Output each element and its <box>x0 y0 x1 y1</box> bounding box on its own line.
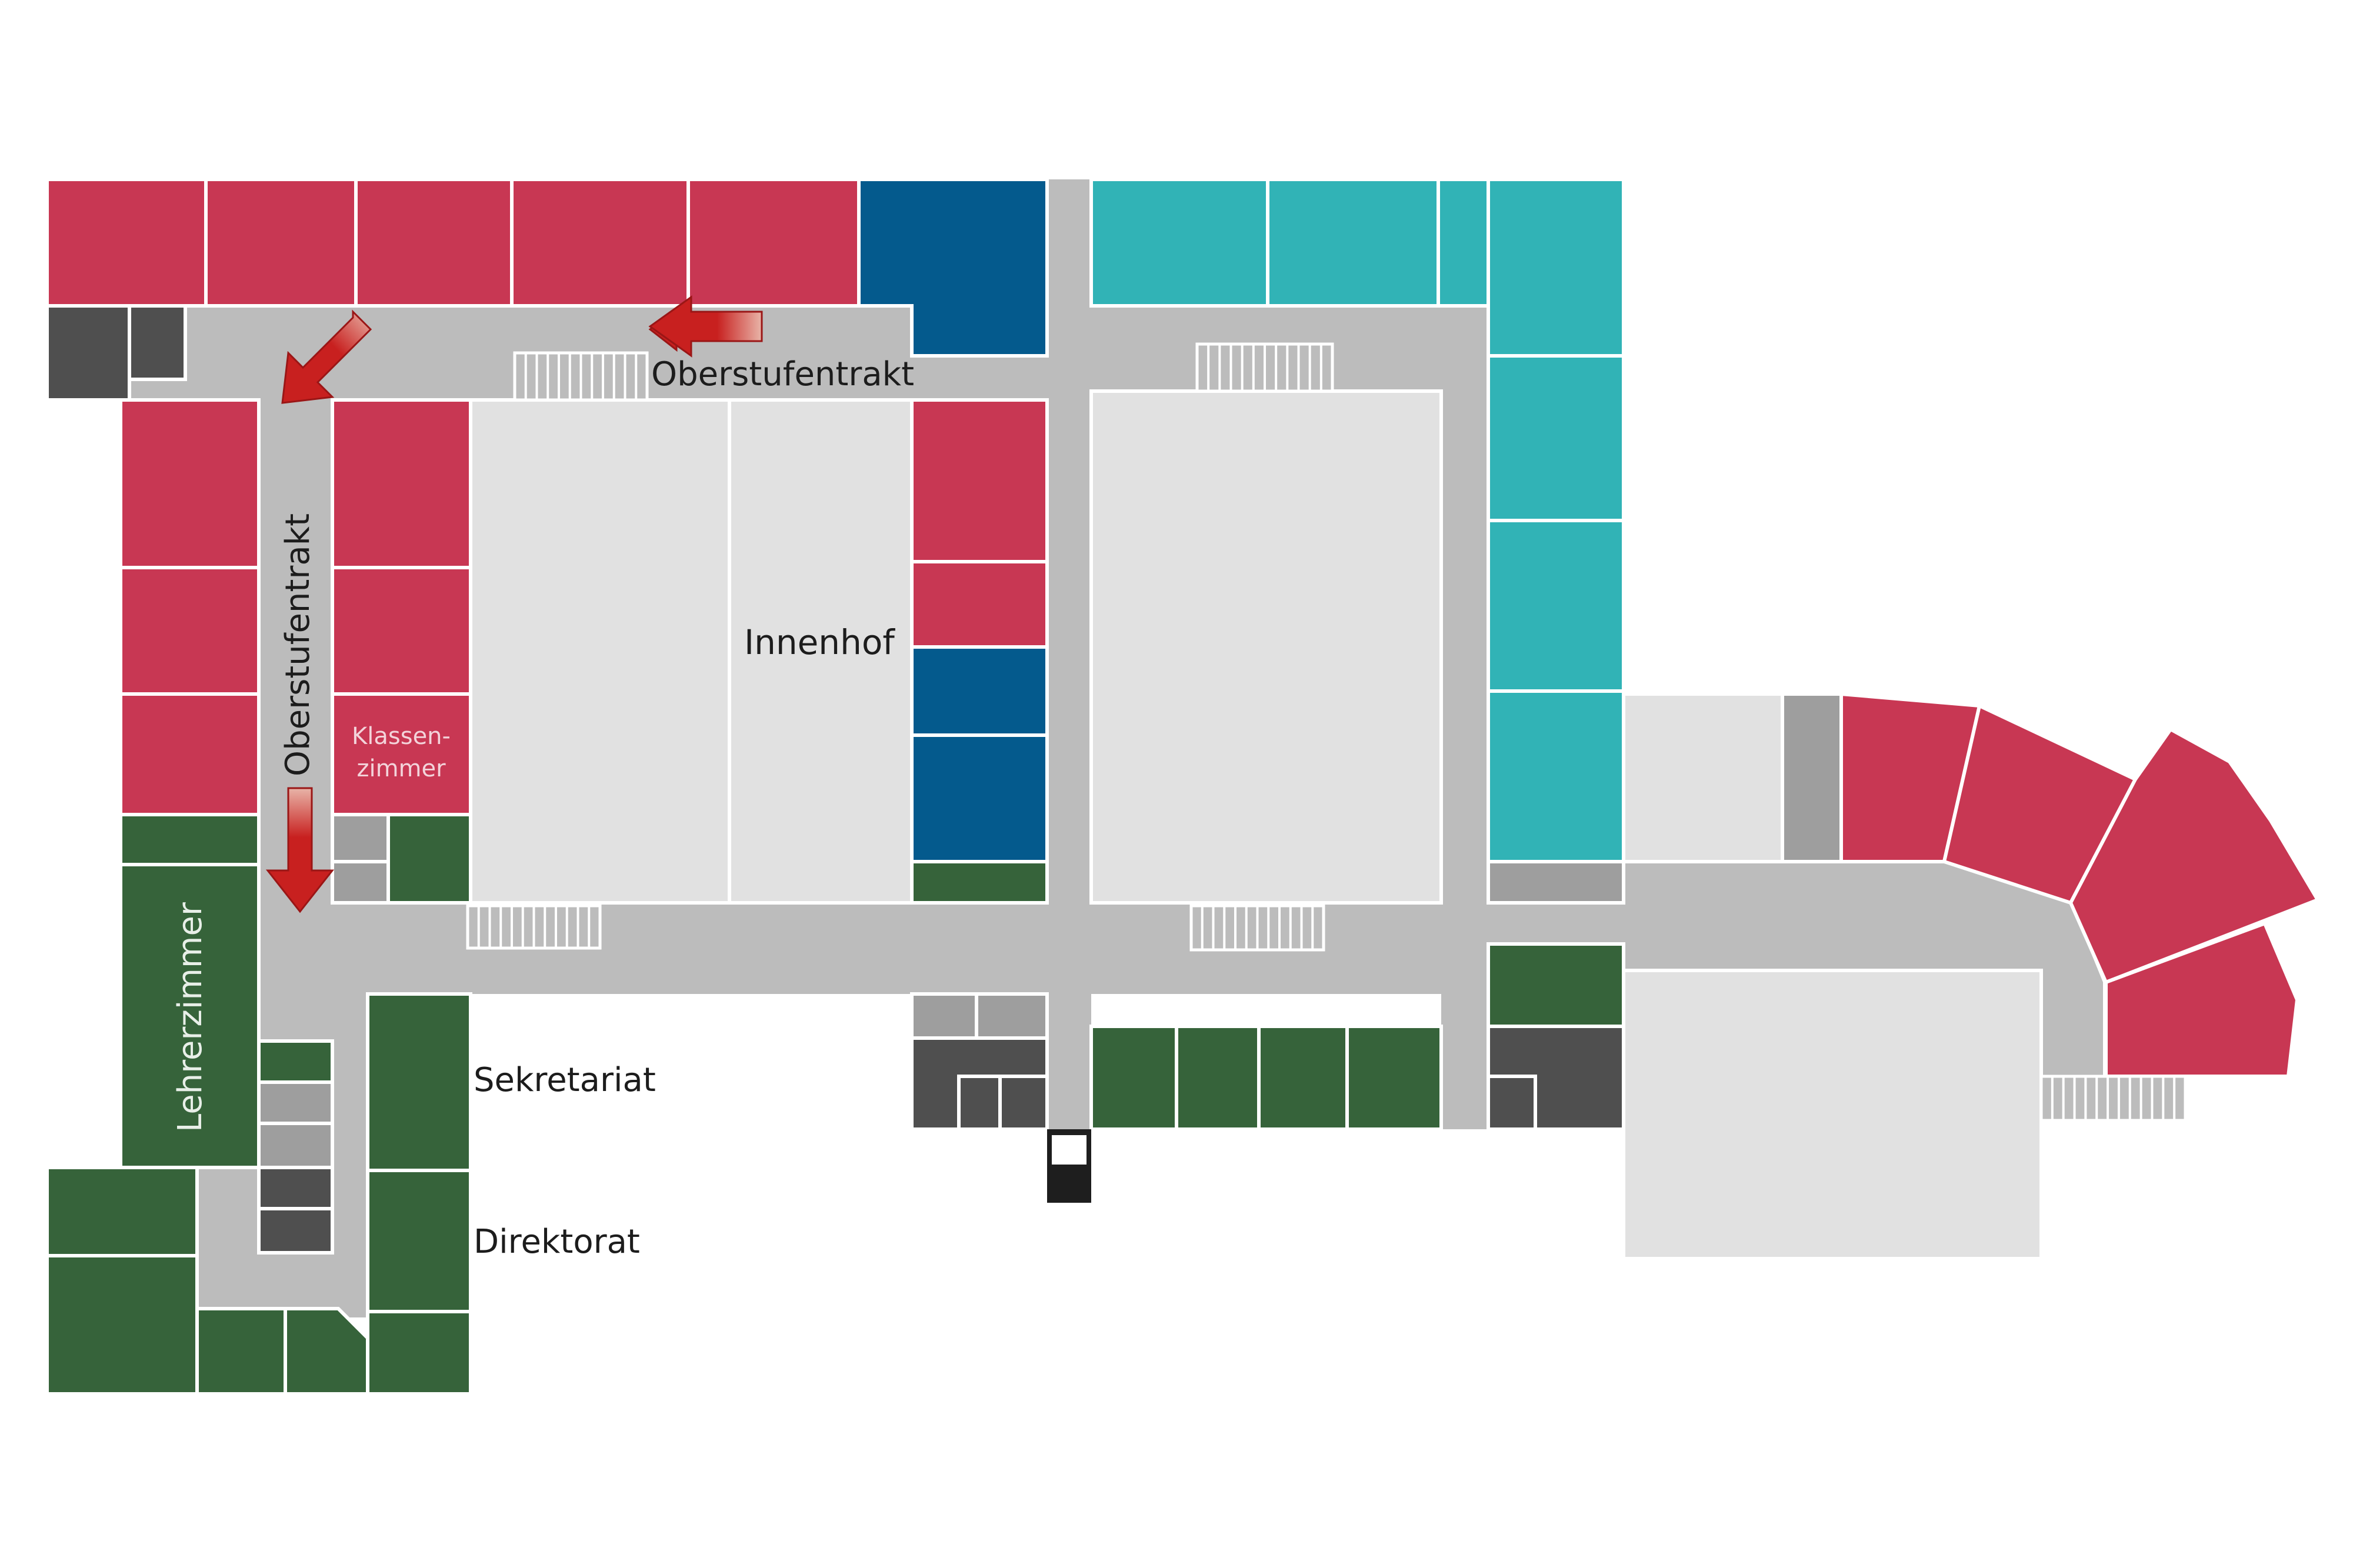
label-oberstufentrakt-side: Oberstufentrakt <box>279 513 317 776</box>
label-direktorat: Direktorat <box>474 1223 640 1261</box>
classroom-west-3 <box>119 692 261 816</box>
green-room-south-4 <box>1345 1025 1443 1131</box>
classroom-east-3 <box>2068 727 2321 985</box>
teal-room-top-2 <box>1266 178 1440 308</box>
stairs-frame <box>2039 1075 2187 1122</box>
rooms-teal <box>1089 178 1625 863</box>
gray-room-sw-1 <box>257 1080 334 1125</box>
dark-room-south-3 <box>998 1075 1049 1131</box>
teal-room-east-2 <box>1487 354 1625 522</box>
innenhof-center <box>728 398 914 905</box>
green-room-south-3 <box>1257 1025 1349 1131</box>
green-room-south-1 <box>1089 1025 1178 1131</box>
classroom-top-3 <box>354 178 514 308</box>
gray-room-south-1 <box>910 992 978 1040</box>
stairs-icon <box>2039 1075 2187 1122</box>
stairs-icon <box>1189 904 1325 952</box>
rooms-dark-green <box>45 813 1625 1396</box>
stairs-icon <box>466 904 602 950</box>
teal-room-east-3 <box>1487 519 1625 693</box>
green-room-south-2 <box>1175 1025 1261 1131</box>
classroom-top-2 <box>204 178 358 308</box>
east-wing-courtyard <box>1622 969 2043 1260</box>
innenhof-east <box>1089 389 1443 905</box>
classroom-center-1 <box>910 398 1049 563</box>
label-klassenzimmer-1: Klassen- <box>352 723 451 750</box>
gray-room-east-hall <box>1781 692 1843 863</box>
green-room-east <box>1487 942 1625 1028</box>
green-room-sw-1 <box>45 1166 199 1257</box>
gray-room-south-2 <box>975 992 1049 1040</box>
rooms-mid-gray <box>257 692 1843 1169</box>
gray-room-east-strip <box>1487 860 1625 905</box>
green-room-direktorat <box>366 1169 472 1313</box>
green-room-sw-3 <box>195 1307 287 1396</box>
label-lehrerzimmer: Lehrerzimmer <box>171 902 209 1132</box>
classroom-top-4 <box>510 178 690 308</box>
arrow-down-icon <box>265 787 335 913</box>
green-strip-west <box>119 813 261 866</box>
green-room-lehrer-ext <box>257 1039 334 1084</box>
label-oberstufentrakt-top: Oberstufentrakt <box>651 355 914 393</box>
blue-room-center-1 <box>910 645 1049 737</box>
classroom-klassenzimmer <box>331 692 472 816</box>
corridor-east-vertical <box>1441 306 1488 1129</box>
courtyards <box>469 389 2043 1260</box>
entrance-block <box>1047 1129 1091 1203</box>
classroom-inner-2 <box>331 566 472 696</box>
teal-room-top-1 <box>1089 178 1269 308</box>
corridors <box>129 179 2103 1317</box>
green-room-sw-4 <box>284 1307 369 1396</box>
classroom-center-2 <box>910 560 1049 649</box>
green-room-small <box>386 813 472 905</box>
east-wing-hall <box>1622 692 1784 863</box>
dark-room-sw-1 <box>257 1166 334 1210</box>
dark-room-sw-2 <box>257 1207 334 1255</box>
gray-room-sw-2 <box>257 1122 334 1169</box>
stairs-icon <box>513 351 649 402</box>
dark-room-south-2 <box>957 1075 1002 1131</box>
dark-room-nw-1 <box>45 304 131 402</box>
entrance-inner <box>1052 1135 1086 1165</box>
green-room-sw-5 <box>366 1310 472 1396</box>
corridor-center-vertical <box>1047 179 1091 1132</box>
teal-room-top-3 <box>1437 178 1490 308</box>
green-room-lehrerzimmer <box>119 863 261 1169</box>
classroom-top-5 <box>686 178 861 308</box>
label-sekretariat: Sekretariat <box>474 1061 656 1099</box>
classroom-west-2 <box>119 566 261 696</box>
rooms-dark-gray <box>45 304 1625 1255</box>
classrooms-red <box>45 178 2321 1078</box>
teal-room-east-1 <box>1487 178 1625 358</box>
arrow-left-icon <box>648 295 763 358</box>
blue-room-center-2 <box>910 733 1049 863</box>
classroom-east-4 <box>2104 921 2299 1078</box>
classroom-inner-1 <box>331 398 472 569</box>
classroom-top-1 <box>45 178 208 308</box>
green-room-sekretariat <box>366 992 472 1172</box>
dark-room-nw-2 <box>128 304 187 381</box>
rooms-dark-blue <box>857 178 1049 863</box>
teal-room-east-4 <box>1487 689 1625 863</box>
dark-room-east-2 <box>1487 1075 1537 1131</box>
stairs-icon <box>1195 342 1334 393</box>
green-strip-center <box>910 860 1049 905</box>
gray-room-west-2 <box>331 860 390 905</box>
blue-room-top <box>857 178 1049 358</box>
gray-room-west-1 <box>331 813 390 863</box>
arrow-down-left-icon <box>281 309 372 404</box>
label-innenhof: Innenhof <box>744 622 895 662</box>
classroom-west-1 <box>119 398 261 569</box>
innenhof-west <box>469 398 731 905</box>
green-room-sw-2 <box>45 1254 199 1396</box>
label-klassenzimmer-2: zimmer <box>356 755 446 782</box>
